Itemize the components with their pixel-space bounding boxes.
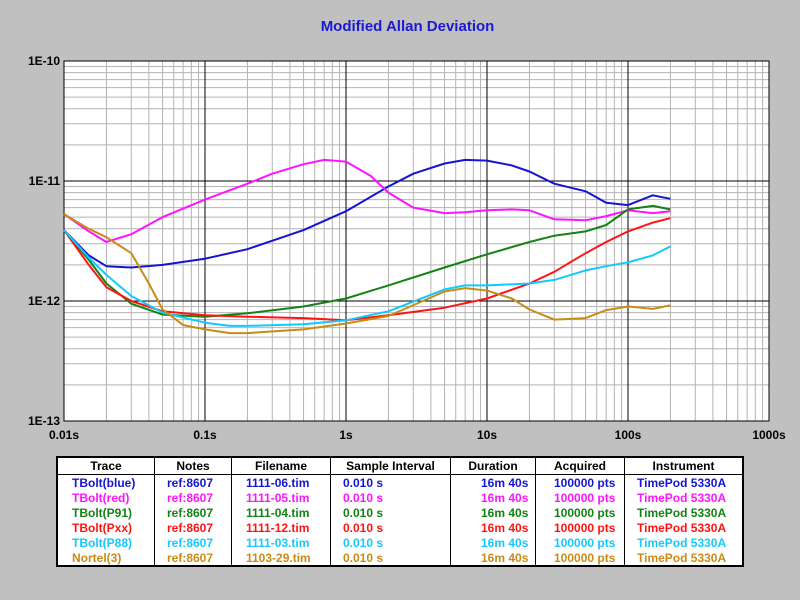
- header-sample-interval: Sample Interval: [330, 456, 451, 475]
- cell-sample-interval: 0.010 s: [330, 474, 451, 490]
- cell-duration: 16m 40s: [450, 520, 536, 535]
- cell-duration: 16m 40s: [450, 490, 536, 505]
- cell-sample-interval: 0.010 s: [330, 490, 451, 505]
- series-line-2: [63, 204, 671, 318]
- cell-sample-interval: 0.010 s: [330, 505, 451, 520]
- cell-duration: 16m 40s: [450, 550, 536, 567]
- cell-acquired: 100000 pts: [535, 550, 625, 567]
- header-instrument: Instrument: [624, 456, 744, 475]
- header-notes: Notes: [154, 456, 232, 475]
- series-line-5: [63, 213, 671, 335]
- y-tick-label: 1E-10: [28, 54, 60, 68]
- cell-notes: ref:8607: [154, 520, 232, 535]
- cell-trace: Nortel(3): [56, 550, 155, 567]
- plot-frame: [63, 60, 770, 422]
- cell-instrument: TimePod 5330A: [624, 505, 744, 520]
- table-row: TBolt(Pxx) ref:8607 1111-12.tim 0.010 s …: [56, 520, 744, 535]
- y-tick-label: 1E-13: [28, 414, 60, 428]
- table-header-row: Trace Notes Filename Sample Interval Dur…: [56, 456, 744, 475]
- x-tick-label: 0.1s: [193, 428, 217, 442]
- table-row: TBolt(red) ref:8607 1111-05.tim 0.010 s …: [56, 490, 744, 505]
- cell-trace: TBolt(blue): [56, 474, 155, 490]
- x-tick-label: 0.01s: [49, 428, 79, 442]
- cell-instrument: TimePod 5330A: [624, 490, 744, 505]
- plot-area: [64, 61, 769, 421]
- cell-instrument: TimePod 5330A: [624, 520, 744, 535]
- series-layer: [63, 158, 671, 335]
- cell-instrument: TimePod 5330A: [624, 550, 744, 567]
- adev-plot: 0.01s 0.1s 1s 10s 100s 1000s 1E-101E-111E-121…: [28, 54, 786, 442]
- cell-trace: TBolt(P91): [56, 505, 155, 520]
- cell-notes: ref:8607: [154, 474, 232, 490]
- cell-sample-interval: 0.010 s: [330, 535, 451, 550]
- cell-trace: TBolt(P88): [56, 535, 155, 550]
- cell-filename: 1111-04.tim: [231, 505, 331, 520]
- x-axis-tick-labels: 0.01s 0.1s 1s 10s 100s 1000s: [49, 428, 786, 442]
- cell-acquired: 100000 pts: [535, 490, 625, 505]
- cell-notes: ref:8607: [154, 505, 232, 520]
- table-row: Nortel(3) ref:8607 1103-29.tim 0.010 s 1…: [56, 550, 744, 567]
- cell-acquired: 100000 pts: [535, 474, 625, 490]
- series-line-4: [63, 229, 671, 327]
- table-row: TBolt(blue) ref:8607 1111-06.tim 0.010 s…: [56, 474, 744, 490]
- cell-trace: TBolt(red): [56, 490, 155, 505]
- cell-acquired: 100000 pts: [535, 520, 625, 535]
- cell-acquired: 100000 pts: [535, 535, 625, 550]
- series-line-0: [63, 158, 671, 269]
- header-trace: Trace: [56, 456, 155, 475]
- x-tick-label: 100s: [615, 428, 642, 442]
- cell-duration: 16m 40s: [450, 474, 536, 490]
- cell-instrument: TimePod 5330A: [624, 474, 744, 490]
- chart-title: Modified Allan Deviation: [320, 18, 495, 35]
- table-row: TBolt(P91) ref:8607 1111-04.tim 0.010 s …: [56, 505, 744, 520]
- y-tick-label: 1E-12: [28, 294, 60, 308]
- cell-notes: ref:8607: [154, 535, 232, 550]
- cell-filename: 1111-06.tim: [231, 474, 331, 490]
- y-axis-tick-labels: 1E-10 1E-11 1E-12 1E-13: [28, 54, 60, 428]
- cell-filename: 1103-29.tim: [231, 550, 331, 567]
- y-tick-label: 1E-11: [29, 174, 61, 188]
- cell-sample-interval: 0.010 s: [330, 550, 451, 567]
- header-filename: Filename: [231, 456, 331, 475]
- x-tick-label: 1s: [339, 428, 353, 442]
- cell-filename: 1111-03.tim: [231, 535, 331, 550]
- cell-notes: ref:8607: [154, 550, 232, 567]
- cell-acquired: 100000 pts: [535, 505, 625, 520]
- trace-legend-table: Trace Notes Filename Sample Interval Dur…: [56, 456, 744, 567]
- cell-notes: ref:8607: [154, 490, 232, 505]
- x-tick-label: 1000s: [752, 428, 786, 442]
- cell-filename: 1111-12.tim: [231, 520, 331, 535]
- x-tick-label: 10s: [477, 428, 497, 442]
- cell-trace: TBolt(Pxx): [56, 520, 155, 535]
- cell-instrument: TimePod 5330A: [624, 535, 744, 550]
- cell-sample-interval: 0.010 s: [330, 520, 451, 535]
- cell-duration: 16m 40s: [450, 505, 536, 520]
- header-duration: Duration: [450, 456, 536, 475]
- header-acquired: Acquired: [535, 456, 625, 475]
- cell-filename: 1111-05.tim: [231, 490, 331, 505]
- series-line-1: [63, 158, 671, 243]
- table-row: TBolt(P88) ref:8607 1111-03.tim 0.010 s …: [56, 535, 744, 550]
- cell-duration: 16m 40s: [450, 535, 536, 550]
